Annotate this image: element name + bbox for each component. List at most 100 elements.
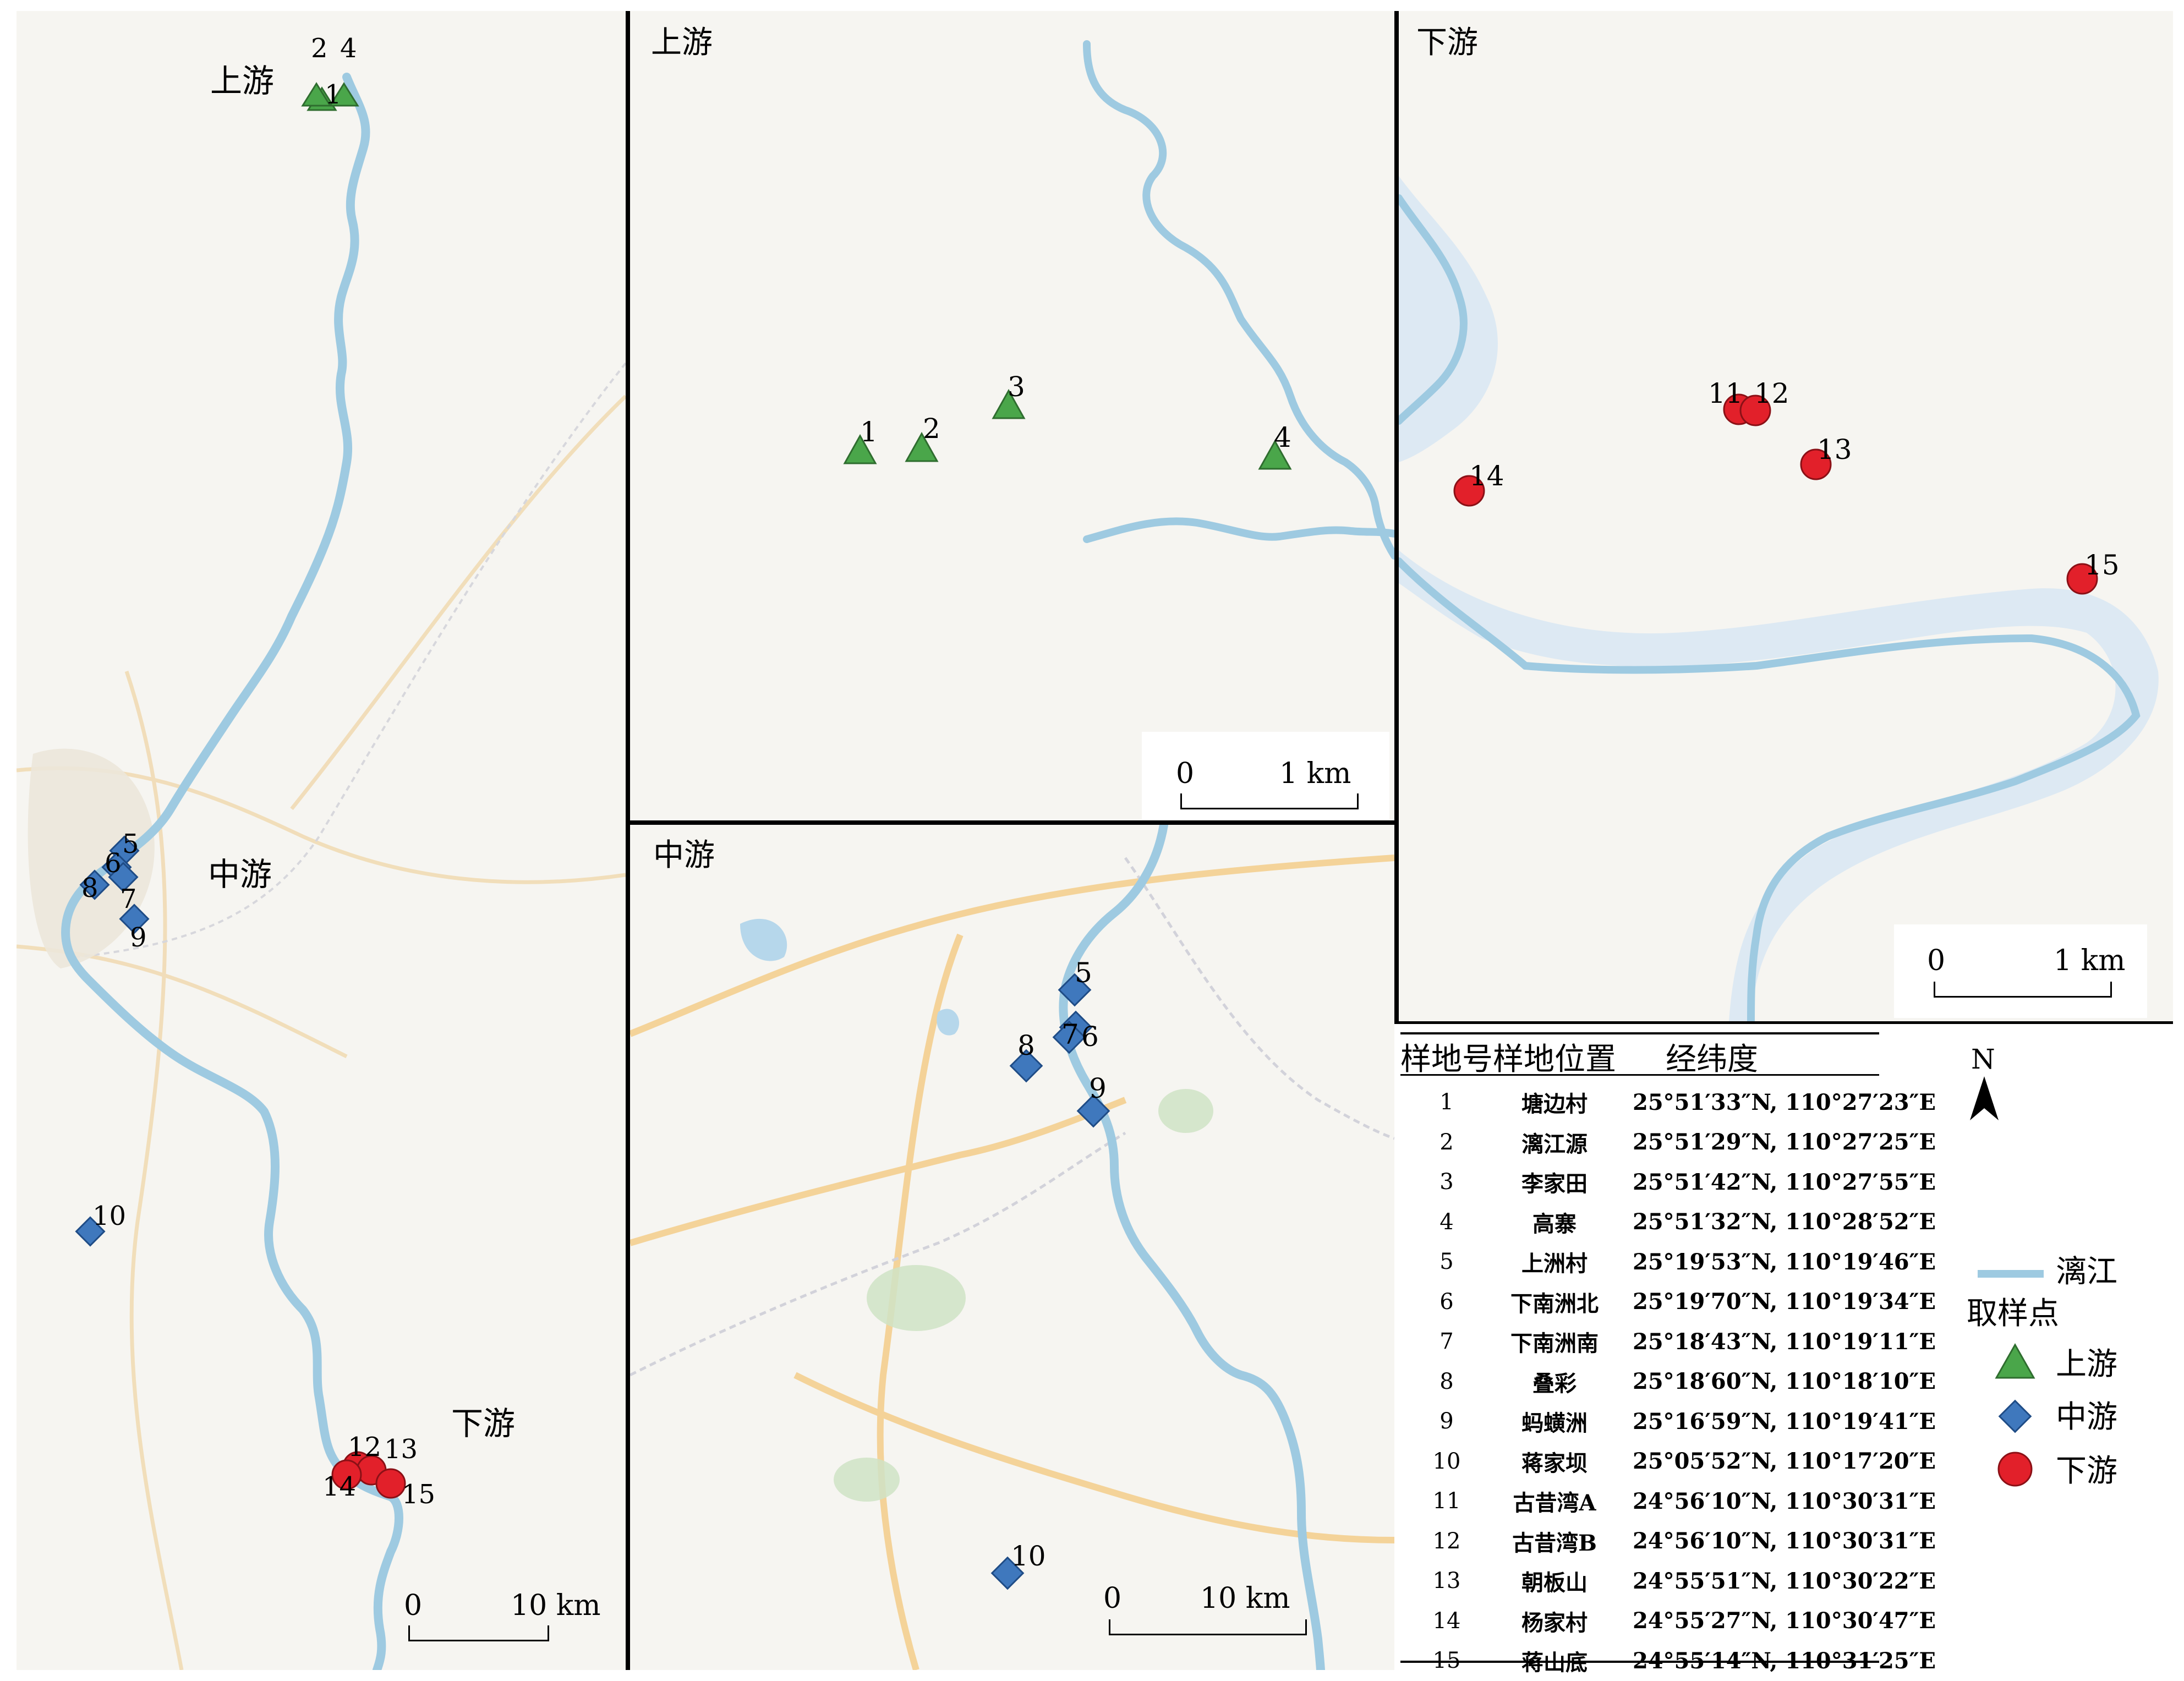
downstream-site-label-14: 14 [1469,460,1504,492]
site-location-cell: 下南洲北 [1510,1290,1599,1317]
overview-site-label-12: 12 [348,1432,381,1463]
overview-site-7-marker[interactable] [108,862,139,892]
midstream-site-7-marker[interactable] [1052,1020,1086,1054]
site-location-cell: 叠彩 [1532,1370,1577,1397]
downstream-site-label-11: 11 [1708,377,1743,409]
overview-sites [75,82,406,1499]
overview-site-9-marker[interactable] [119,904,150,934]
upstream-site-3-marker[interactable] [992,388,1026,419]
site-location-cell: 下南洲南 [1510,1330,1599,1357]
overview-site-label-7: 7 [120,884,137,915]
downstream-scale-line [1934,982,2112,998]
midstream-lakes [740,918,960,1036]
downstream-scale-max: 1 km [2054,944,2126,977]
midstream-scale-bar: 0 10 km [1092,1584,1323,1656]
upstream-site-label-2: 2 [923,413,940,445]
legend: N 漓江 取样点 上游 中游 下游 [1959,1045,2168,1497]
site-table-row: 10 蒋家坝 25°05′52″N, 110°17′20″E [1400,1442,1936,1482]
site-id-cell: 5 [1439,1249,1454,1275]
site-table-row: 3 李家田 25°51′42″N, 110°27′55″E [1400,1162,1936,1202]
downstream-map[interactable]: 11 12 13 14 15 下游 0 1 km [1399,11,2173,1021]
upstream-map[interactable]: 1 2 3 4 上游 0 1 km [630,11,1394,820]
downstream-site-13-marker[interactable] [1800,448,1832,480]
site-coord-cell: 24°55′51″N, 110°30′22″E [1633,1568,1936,1594]
overview-label-downstream: 下游 [451,1405,516,1442]
overview-site-10-marker[interactable] [75,1216,106,1247]
overview-site-label-14: 14 [322,1471,356,1502]
overview-site-14-marker[interactable] [331,1459,362,1490]
overview-site-15-marker[interactable] [375,1468,406,1499]
site-id-cell: 10 [1432,1448,1461,1474]
midstream-sites [990,973,1110,1590]
overview-site-4-marker[interactable] [329,82,359,107]
overview-scale-bar: 0 10 km [404,1591,601,1652]
site-coord-cell: 25°18′43″N, 110°19′11″E [1633,1328,1936,1355]
midstream-site-8-marker[interactable] [1009,1049,1043,1083]
site-coord-cell: 25°19′70″N, 110°19′34″E [1633,1289,1936,1315]
site-location-cell: 上洲村 [1521,1251,1588,1277]
site-id-cell: 11 [1432,1488,1461,1514]
midstream-site-label-8: 8 [1017,1030,1035,1061]
legend-river-label: 漓江 [2056,1254,2117,1290]
upstream-sites [843,388,1292,470]
site-id-cell: 13 [1432,1568,1461,1594]
site-location-cell: 古昔湾A [1513,1490,1596,1516]
upstream-site-1-marker[interactable] [843,434,877,464]
overview-city-area [28,748,155,968]
north-arrow-icon [1970,1076,1999,1120]
downstream-site-label-15: 15 [2084,549,2120,581]
upstream-site-2-marker[interactable] [905,431,939,462]
site-table-row: 13 朝板山 24°55′51″N, 110°30′22″E [1400,1561,1936,1601]
overview-rail [71,362,626,959]
table-bottom-rule [1400,1661,1879,1663]
site-coord-cell: 25°51′29″N, 110°27′25″E [1633,1129,1936,1156]
legend-samples-title: 取样点 [1967,1296,2059,1332]
site-table-row: 6 下南洲北 25°19′70″N, 110°19′34″E [1400,1282,1936,1322]
midstream-roads [630,855,1394,1670]
downstream-site-15-marker[interactable] [2066,563,2098,595]
site-location-cell: 古昔湾B [1512,1530,1597,1556]
midstream-site-5-marker[interactable] [1058,973,1092,1007]
overview-site-label-9: 9 [130,922,147,953]
site-coord-cell: 25°51′33″N, 110°27′23″E [1633,1089,1936,1115]
overview-label-upstream: 上游 [210,62,275,100]
upstream-scale-max: 1 km [1279,757,1351,790]
midstream-map[interactable]: 5 6 7 8 9 10 中游 0 10 km [630,825,1394,1670]
upstream-site-label-1: 1 [860,416,878,448]
site-id-cell: 12 [1432,1528,1461,1554]
site-table: 样地号 样地位置 经纬度 1 塘边村 25°51′33″N, 110°27′23″E… [1400,1032,1936,1681]
site-location-cell: 朝板山 [1521,1570,1588,1596]
midstream-site-10-marker[interactable] [990,1556,1025,1590]
upstream-site-label-4: 4 [1274,421,1291,453]
overview-site-label-1: 1 [325,79,342,110]
north-label: N [1971,1043,1995,1075]
site-coord-cell: 25°16′59″N, 110°19′41″E [1633,1408,1936,1434]
downstream-river-main [1399,557,2141,1021]
downstream-site-12-marker[interactable] [1739,395,1771,426]
overview-site-label-6: 6 [105,848,122,879]
overview-roads [17,395,626,1670]
overview-site-label-5: 5 [122,829,139,859]
overview-site-labels: 2 1 4 5 6 7 8 9 10 12 13 14 15 [81,33,435,1510]
site-coord-cell: 25°18′60″N, 110°18′10″E [1633,1368,1936,1395]
overview-map[interactable]: 2 1 4 5 6 7 8 9 10 12 13 14 15 上游 中游 下游 … [17,11,626,1670]
overview-site-label-13: 13 [384,1434,418,1465]
overview-scale-zero: 0 [404,1589,423,1622]
table-header-rule [1400,1074,1879,1076]
upstream-scale-line [1180,793,1359,809]
site-coord-cell: 25°19′53″N, 110°19′46″E [1633,1249,1936,1275]
midstream-site-9-marker[interactable] [1076,1094,1110,1128]
site-location-cell: 李家田 [1521,1171,1588,1197]
circle-icon [1997,1452,2033,1487]
downstream-site-14-marker[interactable] [1453,475,1485,507]
legend-midstream-label: 中游 [2056,1399,2117,1435]
site-table-row: 8 叠彩 25°18′60″N, 110°18′10″E [1400,1362,1936,1402]
triangle-icon [1995,1343,2035,1379]
upstream-site-4-marker[interactable] [1258,439,1292,470]
overview-site-8-marker[interactable] [79,869,110,900]
downstream-scale-bar: 0 1 km [1894,924,2147,1018]
site-location-cell: 塘边村 [1521,1091,1588,1118]
midstream-map-title: 中游 [653,837,715,873]
upstream-map-canvas: 1 2 3 4 [843,40,1394,560]
overview-site-2-marker[interactable] [301,82,332,107]
